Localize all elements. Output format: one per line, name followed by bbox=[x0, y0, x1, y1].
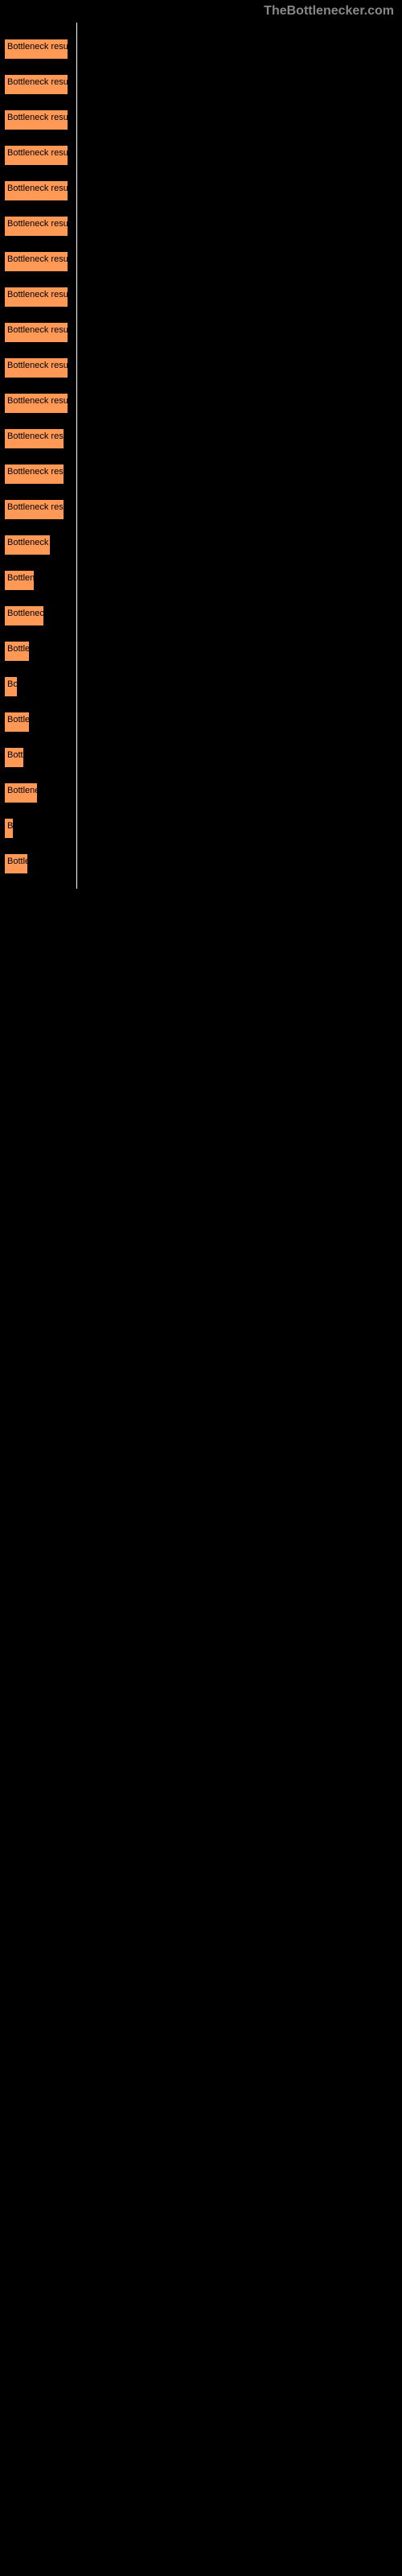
bar-row: Bottleneck result bbox=[4, 31, 402, 66]
bar-label: Bottleneck result bbox=[7, 254, 68, 264]
bar-row: Bottlene bbox=[4, 774, 402, 810]
bar-row: Bottleneck result bbox=[4, 456, 402, 491]
bar-row: Bottleneck r bbox=[4, 526, 402, 562]
site-header: TheBottlenecker.com bbox=[0, 0, 402, 23]
bar-label: Bottle bbox=[7, 857, 28, 866]
bar-row: Bottlen bbox=[4, 562, 402, 597]
bar-label: Bo bbox=[7, 679, 18, 689]
bar-label: Bottlene bbox=[7, 786, 38, 795]
bar-label: Bottleneck bbox=[7, 609, 44, 618]
bar-row: Bottleneck result bbox=[4, 208, 402, 243]
bar-label: B bbox=[7, 821, 13, 831]
bar-row: B bbox=[4, 810, 402, 845]
site-title: TheBottlenecker.com bbox=[264, 4, 394, 18]
bar-label: Bottleneck result bbox=[7, 396, 68, 406]
bar-chart: Bottleneck result Bottleneck result Bottle… bbox=[0, 23, 402, 889]
bar-row: Bottleneck result bbox=[4, 314, 402, 349]
bar-label: Bott bbox=[7, 750, 23, 760]
bar-label: Bottleneck result bbox=[7, 184, 68, 193]
bar-row: Bo bbox=[4, 668, 402, 704]
bar-row: Bottleneck result bbox=[4, 420, 402, 456]
bar-row: Bott bbox=[4, 739, 402, 774]
bar-label: Bottlen bbox=[7, 573, 35, 583]
bar-label: Bottleneck result bbox=[7, 148, 68, 158]
bar-row: Bottleneck result bbox=[4, 243, 402, 279]
bar-label: Bottleneck result bbox=[7, 502, 64, 512]
bar-row: Bottle bbox=[4, 845, 402, 881]
y-axis-line bbox=[76, 23, 77, 889]
bar-label: Bottleneck result bbox=[7, 113, 68, 122]
bar-label: Bottleneck result bbox=[7, 42, 68, 52]
bar-row: Bottleneck result bbox=[4, 491, 402, 526]
bar-label: Bottleneck result bbox=[7, 431, 64, 441]
bar-row: Bottleneck result bbox=[4, 385, 402, 420]
bar-row: Bottleneck result bbox=[4, 137, 402, 172]
bar-row: Bottleneck bbox=[4, 597, 402, 633]
bar-label: Bottleneck result bbox=[7, 361, 68, 370]
bar-row: Bottleneck result bbox=[4, 349, 402, 385]
bar-label: Bottleneck result bbox=[7, 467, 64, 477]
bar-row: Bottle bbox=[4, 704, 402, 739]
bar-label: Bottleneck result bbox=[7, 325, 68, 335]
bar-row: Bottleneck result bbox=[4, 66, 402, 101]
bar-label: Bottle bbox=[7, 644, 30, 654]
bar-row: Bottleneck result bbox=[4, 101, 402, 137]
bar-label: Bottleneck result bbox=[7, 290, 68, 299]
bar-row: Bottleneck result bbox=[4, 172, 402, 208]
bar-label: Bottleneck result bbox=[7, 219, 68, 229]
bar-label: Bottleneck result bbox=[7, 77, 68, 87]
bar-label: Bottleneck r bbox=[7, 538, 51, 547]
bar-row: Bottle bbox=[4, 633, 402, 668]
bar-row: Bottleneck result bbox=[4, 279, 402, 314]
bar-label: Bottle bbox=[7, 715, 30, 724]
